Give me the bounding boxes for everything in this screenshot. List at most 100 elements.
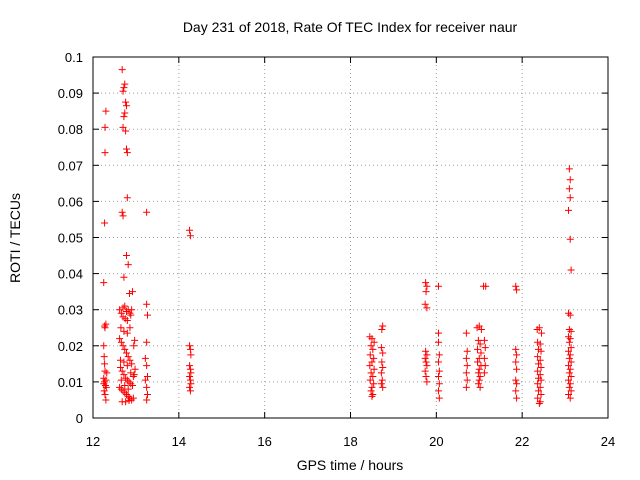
data-point	[567, 372, 575, 380]
data-point	[122, 349, 130, 357]
data-point	[141, 376, 149, 384]
data-point	[475, 365, 483, 373]
data-point	[565, 383, 573, 391]
data-point	[128, 360, 136, 368]
data-point	[379, 322, 387, 330]
data-point	[126, 324, 134, 332]
data-point	[121, 345, 129, 353]
data-point	[370, 380, 378, 388]
data-point	[480, 369, 488, 377]
data-point	[536, 398, 544, 406]
data-point	[122, 98, 130, 106]
data-point	[128, 288, 136, 296]
x-tick-label: 22	[515, 434, 529, 449]
data-point	[566, 380, 574, 388]
data-point	[101, 378, 109, 386]
data-point	[366, 351, 374, 359]
data-point	[435, 367, 443, 375]
data-point	[121, 109, 129, 117]
data-point	[120, 371, 128, 379]
data-point	[143, 208, 151, 216]
data-point	[101, 219, 109, 227]
data-point	[119, 212, 127, 220]
data-point	[124, 385, 132, 393]
data-point	[119, 387, 127, 395]
data-point	[565, 362, 573, 370]
data-point	[368, 335, 376, 343]
data-point	[116, 356, 124, 364]
data-point	[117, 309, 125, 317]
y-tick-label: 0.04	[58, 267, 83, 282]
data-point	[186, 232, 194, 240]
data-point	[143, 396, 151, 404]
data-point	[434, 387, 442, 395]
data-points	[100, 66, 575, 408]
data-point	[534, 394, 542, 402]
data-point	[187, 351, 195, 359]
data-point	[474, 380, 482, 388]
data-point	[120, 84, 128, 92]
data-point	[130, 371, 138, 379]
data-point	[434, 338, 442, 346]
data-point	[537, 329, 545, 337]
data-point	[368, 392, 376, 400]
data-point	[129, 394, 137, 402]
data-point	[474, 358, 482, 366]
data-point	[480, 354, 488, 362]
data-point	[144, 372, 152, 380]
data-point	[117, 385, 125, 393]
data-point	[121, 302, 129, 310]
data-point	[369, 391, 377, 399]
data-point	[435, 351, 443, 359]
data-point	[117, 324, 125, 332]
data-point	[534, 380, 542, 388]
data-point	[565, 326, 573, 334]
data-point	[124, 261, 132, 269]
data-point	[566, 351, 574, 359]
data-point	[124, 353, 132, 361]
data-point	[126, 356, 134, 364]
data-point	[102, 320, 110, 328]
axis-ticks	[92, 56, 609, 419]
x-tick-labels: 12 14 16 18 20 22 24	[86, 434, 615, 449]
data-point	[434, 358, 442, 366]
y-axis-title: ROTI / TECUs	[7, 193, 23, 283]
data-point	[565, 369, 573, 377]
data-point	[120, 358, 128, 366]
data-point	[379, 363, 387, 371]
y-tick-label: 0.1	[65, 50, 83, 65]
data-point	[476, 383, 484, 391]
data-point	[101, 149, 109, 157]
data-point	[421, 354, 429, 362]
data-point	[143, 383, 151, 391]
data-point	[116, 383, 124, 391]
data-point	[536, 340, 544, 348]
data-point	[368, 358, 376, 366]
data-point	[512, 282, 520, 290]
data-point	[566, 365, 574, 373]
data-point	[378, 358, 386, 366]
data-point	[186, 226, 194, 234]
data-point	[423, 351, 431, 359]
data-point	[378, 376, 386, 384]
data-point	[534, 367, 542, 375]
data-point	[186, 372, 194, 380]
data-point	[566, 176, 574, 184]
data-point	[118, 66, 126, 74]
data-point	[100, 387, 108, 395]
data-point	[567, 358, 575, 366]
data-point	[143, 300, 151, 308]
data-point	[122, 391, 130, 399]
data-point	[512, 387, 520, 395]
y-tick-label: 0.08	[58, 122, 83, 137]
data-point	[512, 376, 520, 384]
data-point	[186, 383, 194, 391]
data-point	[370, 365, 378, 373]
data-point	[366, 376, 374, 384]
data-point	[369, 372, 377, 380]
x-tick-label: 14	[172, 434, 186, 449]
data-point	[565, 338, 573, 346]
data-point	[423, 378, 431, 386]
data-point	[131, 336, 139, 344]
data-point	[119, 342, 127, 350]
